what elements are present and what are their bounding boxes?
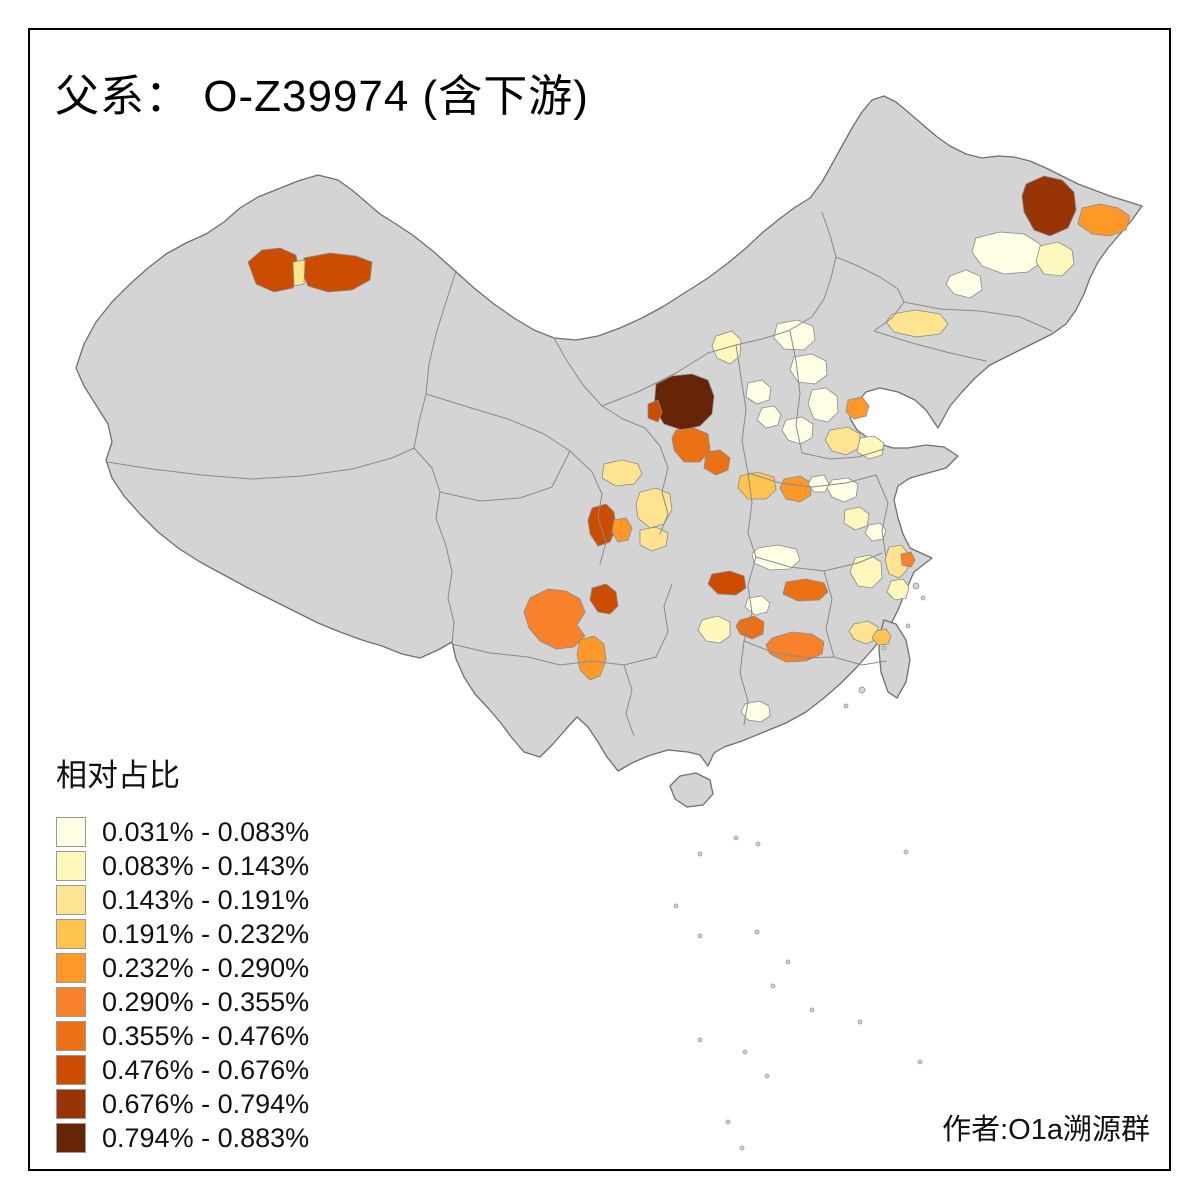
legend-item: 0.476% - 0.676% <box>56 1053 309 1087</box>
map-region <box>824 426 861 456</box>
map-region <box>745 379 772 405</box>
attribution: 作者:O1a溯源群 <box>942 1114 1150 1146</box>
map-region <box>848 620 879 645</box>
legend-item: 0.031% - 0.083% <box>56 815 309 849</box>
legend-item: 0.143% - 0.191% <box>56 883 309 917</box>
map-region <box>301 252 373 293</box>
map-region <box>779 475 812 503</box>
map-region <box>871 628 892 646</box>
legend-swatch <box>56 1089 86 1119</box>
legend-label: 0.290% - 0.355% <box>102 986 310 1017</box>
legend-swatch <box>56 987 86 1017</box>
map-region <box>671 427 711 463</box>
legend-swatch <box>56 919 86 949</box>
map-region <box>843 506 870 531</box>
legend-item: 0.191% - 0.232% <box>56 917 309 951</box>
map-region <box>740 700 771 723</box>
legend-label: 0.232% - 0.290% <box>102 952 310 983</box>
map-region <box>886 578 910 601</box>
legend-label: 0.083% - 0.143% <box>102 850 310 881</box>
legend-label: 0.143% - 0.191% <box>102 884 310 915</box>
map-region <box>789 353 828 385</box>
map-region <box>884 544 909 579</box>
legend-title: 相对占比 <box>56 758 180 793</box>
map-region <box>587 503 617 547</box>
map-region <box>885 309 949 338</box>
map-region <box>945 269 983 299</box>
legend-label: 0.476% - 0.676% <box>102 1054 310 1085</box>
legend-label: 0.031% - 0.083% <box>102 816 310 847</box>
map-region <box>653 373 715 431</box>
legend-label: 0.355% - 0.476% <box>102 1020 310 1051</box>
legend-swatch <box>56 953 86 983</box>
legend-label: 0.191% - 0.232% <box>102 918 310 949</box>
legend-swatch <box>56 851 86 881</box>
legend-item: 0.083% - 0.143% <box>56 849 309 883</box>
small-islands <box>673 582 926 1151</box>
page-title: 父系： O-Z39974 (含下游) <box>55 72 589 121</box>
country-base <box>75 95 1143 808</box>
map-region <box>773 319 816 351</box>
map-region <box>751 544 801 571</box>
map-region <box>971 231 1043 275</box>
legend-swatch <box>56 1021 86 1051</box>
map-region <box>703 449 731 476</box>
map-region <box>639 526 669 552</box>
map-region <box>756 405 782 429</box>
legend-item: 0.676% - 0.794% <box>56 1087 309 1121</box>
map-region <box>1077 203 1131 237</box>
map-region <box>1035 241 1075 277</box>
map-region <box>523 588 586 650</box>
legend: 相对占比 0.031% - 0.083% 0.083% - 0.143% 0.143… <box>56 750 309 1155</box>
legend-swatch <box>56 885 86 915</box>
legend-label: 0.676% - 0.794% <box>102 1088 310 1119</box>
map-region <box>782 578 829 602</box>
map-region <box>807 387 839 423</box>
legend-swatch <box>56 1055 86 1085</box>
legend-items: 0.031% - 0.083% 0.083% - 0.143% 0.143% - 0… <box>56 815 309 1155</box>
province-borders <box>106 211 1053 737</box>
legend-item: 0.290% - 0.355% <box>56 985 309 1019</box>
map-region <box>845 396 870 420</box>
map-region <box>647 399 663 423</box>
map-region <box>1021 175 1077 237</box>
legend-item: 0.355% - 0.476% <box>56 1019 309 1053</box>
legend-item: 0.794% - 0.883% <box>56 1121 309 1155</box>
map-region <box>697 615 731 644</box>
map-region <box>601 459 643 487</box>
map-region <box>611 517 633 543</box>
mainland-outline <box>75 95 1143 772</box>
map-region <box>576 635 607 681</box>
legend-item: 0.232% - 0.290% <box>56 951 309 985</box>
hainan-island <box>669 772 714 808</box>
map-region <box>707 570 747 596</box>
map-region <box>735 615 765 640</box>
map-region <box>807 474 830 493</box>
map-region <box>589 583 619 615</box>
legend-swatch <box>56 817 86 847</box>
map-region <box>292 259 306 287</box>
map-region <box>900 551 916 568</box>
legend-swatch <box>56 1123 86 1153</box>
legend-label: 0.794% - 0.883% <box>102 1122 310 1153</box>
map-region <box>856 435 885 460</box>
